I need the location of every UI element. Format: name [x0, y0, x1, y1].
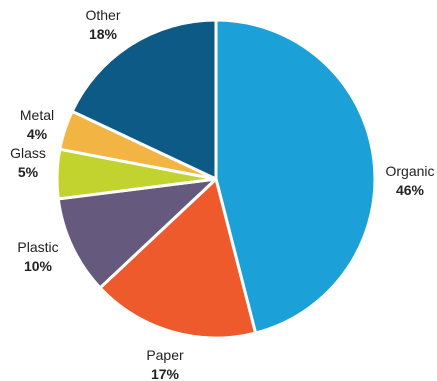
- pie-slice-plastic: [56, 177, 218, 290]
- slice-label-metal: Metal: [20, 107, 54, 123]
- slice-percent-glass: 5%: [18, 164, 39, 180]
- slice-label-organic: Organic: [385, 163, 434, 179]
- slice-label-other: Other: [85, 7, 120, 23]
- slice-percent-organic: 46%: [396, 182, 425, 198]
- pie-slice-paper: [98, 177, 258, 340]
- slice-label-plastic: Plastic: [17, 239, 58, 255]
- slice-label-glass: Glass: [10, 145, 46, 161]
- pie-slices: [55, 18, 377, 340]
- slice-percent-plastic: 10%: [24, 258, 53, 274]
- slice-percent-other: 18%: [89, 26, 118, 42]
- slice-percent-metal: 4%: [27, 126, 48, 142]
- pie-slice-other: [70, 18, 218, 181]
- slice-label-paper: Paper: [146, 347, 184, 363]
- pie-labels: Organic 46% Paper 17% Plastic 10% Glass 5% Metal…: [10, 7, 434, 381]
- pie-slice-organic: [214, 18, 377, 335]
- slice-percent-paper: 17%: [151, 366, 180, 381]
